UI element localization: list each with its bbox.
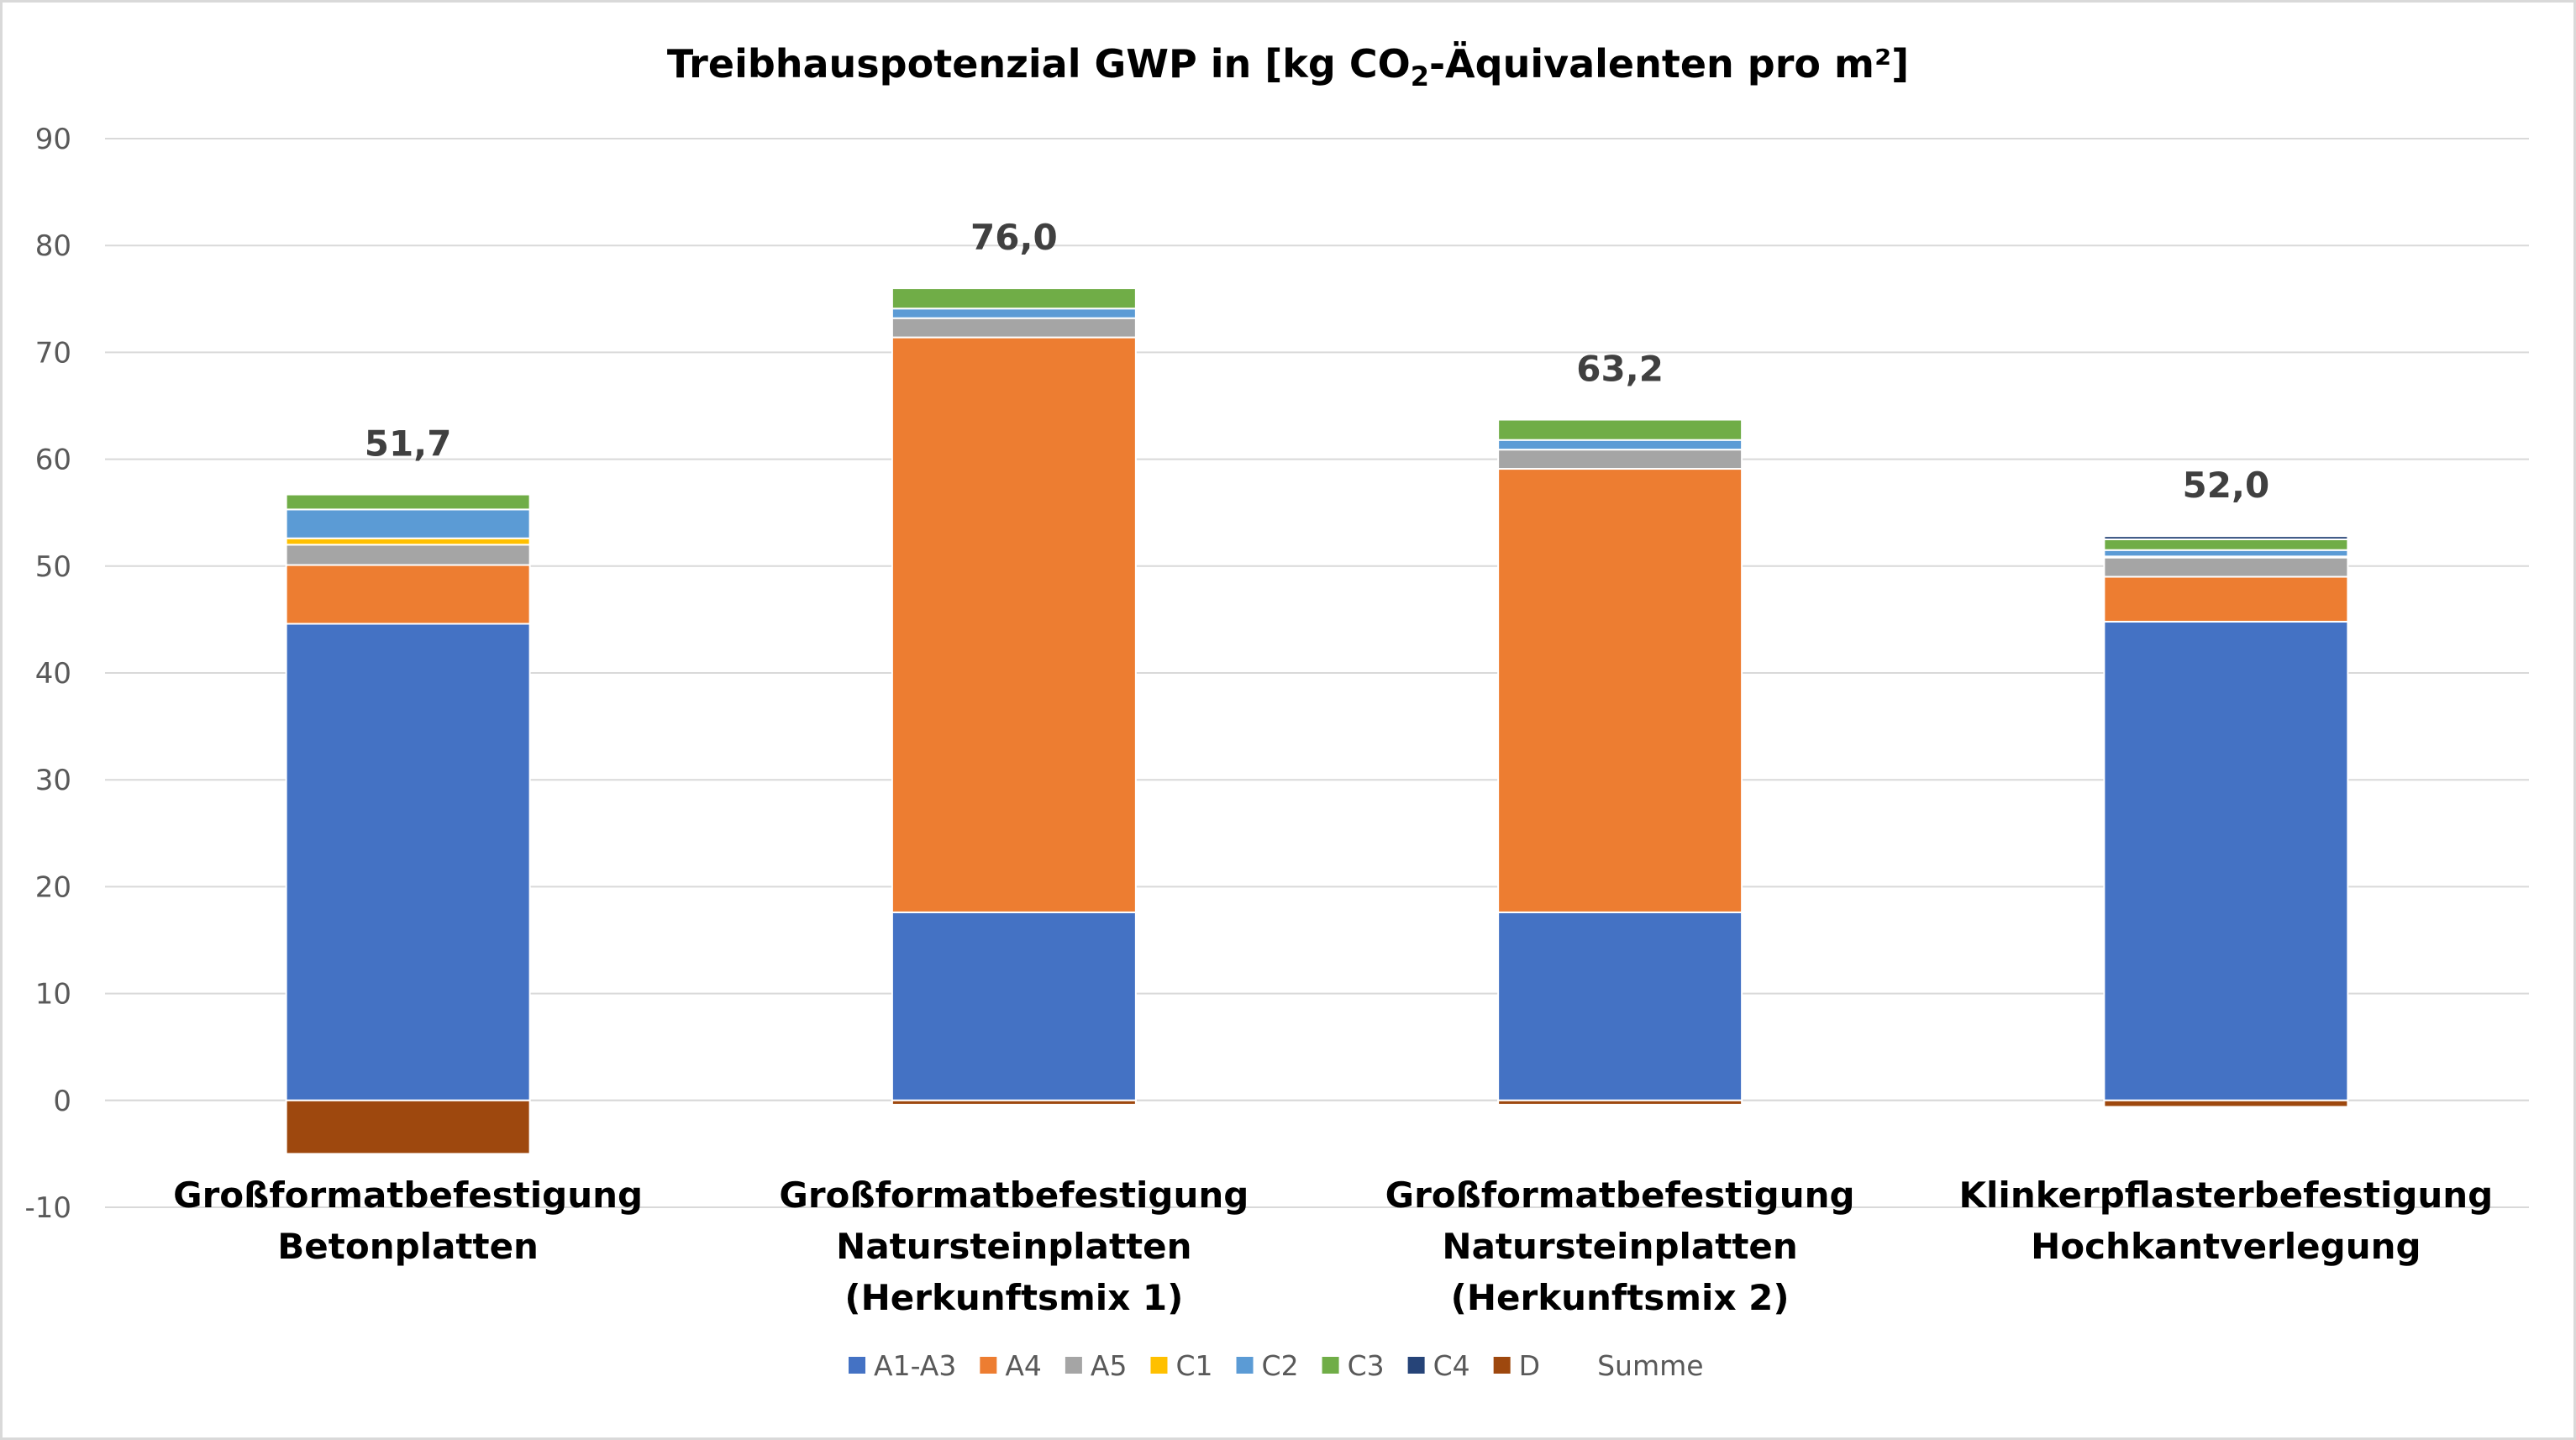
- legend-swatch-c4: [1407, 1357, 1425, 1374]
- bar-segment-a4-3: [1497, 468, 1743, 913]
- total-label-4: 52,0: [2183, 465, 2270, 506]
- y-tick-label: 20: [35, 870, 71, 904]
- legend-swatch-a1-a3: [849, 1357, 865, 1374]
- bar-segment-a1-a3-3: [1497, 911, 1743, 1101]
- category-label-3-line-1: Großformatbefestigung: [1385, 1175, 1855, 1216]
- total-label-3: 63,2: [1576, 349, 1664, 390]
- legend-label-c2: C2: [1262, 1349, 1299, 1382]
- bar-segment-c2-4: [2103, 549, 2349, 558]
- y-tick-label: 80: [35, 229, 71, 263]
- bar-segment-a1-a3-1: [285, 623, 531, 1101]
- bar-segment-d-1: [285, 1099, 531, 1155]
- bar-segment-c3-1: [285, 493, 531, 511]
- legend-swatch-a5: [1065, 1357, 1082, 1374]
- bar-segment-c3-2: [891, 287, 1137, 310]
- bar-segment-d-4: [2103, 1099, 2349, 1108]
- legend-label-summe: Summe: [1597, 1349, 1703, 1382]
- title-subscript: 2: [1411, 60, 1429, 92]
- bar-segment-a1-a3-4: [2103, 620, 2349, 1101]
- legend-label-a1-a3: A1-A3: [874, 1349, 956, 1382]
- bar-segment-a5-2: [891, 317, 1137, 339]
- bar-segment-c2-1: [285, 508, 531, 539]
- legend-swatch-d: [1493, 1357, 1511, 1374]
- bar-segment-a4-4: [2103, 575, 2349, 623]
- title-main: Treibhauspotenzial GWP in [kg CO: [667, 41, 1411, 87]
- bar-segment-a4-2: [891, 336, 1137, 913]
- y-tick-label: 60: [35, 444, 71, 477]
- bar-segment-a4-1: [285, 564, 531, 625]
- category-label-4-line-2: Hochkantverlegung: [2031, 1226, 2421, 1267]
- category-label-4-line-1: Klinkerpflasterbefestigung: [1958, 1175, 2493, 1216]
- title-rest: -Äquivalenten pro m²]: [1429, 41, 1909, 87]
- y-tick-label: -10: [24, 1191, 71, 1225]
- bar-segment-c3-3: [1497, 418, 1743, 441]
- legend-label-c3: C3: [1348, 1349, 1385, 1382]
- bar-segment-c2-2: [891, 307, 1137, 319]
- bar-segment-c2-3: [1497, 439, 1743, 451]
- bar-segment-a5-4: [2103, 556, 2349, 578]
- y-tick-label: 10: [35, 978, 71, 1012]
- y-tick-label: 90: [35, 123, 71, 156]
- chart-title: Treibhauspotenzial GWP in [kg CO2-Äquiva…: [667, 41, 1909, 92]
- total-label-1: 51,7: [365, 423, 452, 465]
- bar-segment-c3-4: [2103, 539, 2349, 551]
- legend-swatch-c3: [1322, 1357, 1339, 1374]
- category-label-2-line-1: Großformatbefestigung: [779, 1175, 1249, 1216]
- category-label-3-line-3: (Herkunftsmix 2): [1451, 1277, 1790, 1318]
- bar-segment-d-2: [891, 1099, 1137, 1106]
- category-label-3-line-2: Natursteinplatten: [1442, 1226, 1797, 1267]
- legend-label-c4: C4: [1433, 1349, 1470, 1382]
- legend-swatch-a4: [980, 1357, 997, 1374]
- legend-label-c1: C1: [1175, 1349, 1212, 1382]
- legend-swatch-c2: [1236, 1357, 1254, 1374]
- category-label-2-line-3: (Herkunftsmix 1): [844, 1277, 1183, 1318]
- y-tick-label: 30: [35, 764, 71, 797]
- y-tick-label: 40: [35, 657, 71, 691]
- category-label-2-line-2: Natursteinplatten: [836, 1226, 1191, 1267]
- bar-segment-d-3: [1497, 1099, 1743, 1106]
- bar-segment-c4-4: [2103, 535, 2349, 541]
- legend-swatch-c1: [1150, 1357, 1168, 1374]
- legend-label-d: D: [1519, 1349, 1540, 1382]
- bar-segment-c1-1: [285, 537, 531, 546]
- total-label-2: 76,0: [970, 217, 1058, 258]
- legend-label-a5: A5: [1091, 1349, 1128, 1382]
- bar-segment-a5-3: [1497, 449, 1743, 470]
- bar-segment-a5-1: [285, 544, 531, 566]
- y-tick-label: 0: [53, 1085, 71, 1118]
- category-label-1-line-1: Großformatbefestigung: [173, 1175, 643, 1216]
- legend-label-a4: A4: [1005, 1349, 1042, 1382]
- bar-segment-a1-a3-2: [891, 911, 1137, 1101]
- category-label-1-line-2: Betonplatten: [277, 1226, 539, 1267]
- y-tick-label: 50: [35, 550, 71, 584]
- y-tick-label: 70: [35, 336, 71, 370]
